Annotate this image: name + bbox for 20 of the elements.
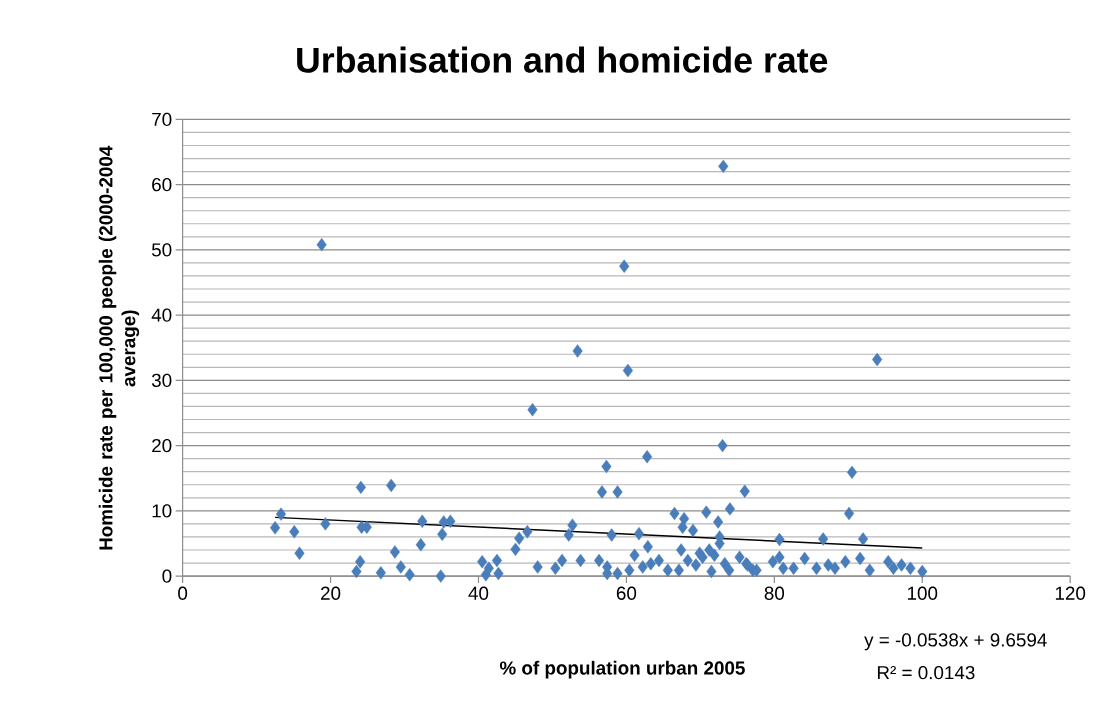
text: R² = 0.0143 xyxy=(877,665,975,680)
text: y = -0.0538x + 9.6594 xyxy=(864,633,1047,651)
x-tick-label: 20 xyxy=(321,586,341,600)
y-tick-label: 20 xyxy=(152,438,172,453)
y-tick-label: 0 xyxy=(162,569,172,583)
x-tick-label: 60 xyxy=(616,586,637,600)
x-tick-label: 40 xyxy=(468,586,489,600)
x-tick-label: 0 xyxy=(178,586,188,600)
y-tick-label: 30 xyxy=(151,373,172,387)
chart-title: Urbanisation and homicide rate xyxy=(297,46,828,73)
y-tick-label: 40 xyxy=(151,308,172,322)
x-axis-title: % of population urban 2005 xyxy=(499,660,745,679)
y-tick-label: 60 xyxy=(152,177,172,192)
y-tick-label: 50 xyxy=(151,243,172,257)
x-tick-label: 80 xyxy=(764,586,785,600)
y-axis-title: Homicide rate per 100,000 people (2000-2004 average) xyxy=(98,145,140,550)
y-tick-label: 70 xyxy=(152,112,172,126)
y-tick-label: 10 xyxy=(152,503,172,518)
x-tick-label: 120 xyxy=(1055,586,1086,600)
x-tick-label: 100 xyxy=(907,586,938,600)
